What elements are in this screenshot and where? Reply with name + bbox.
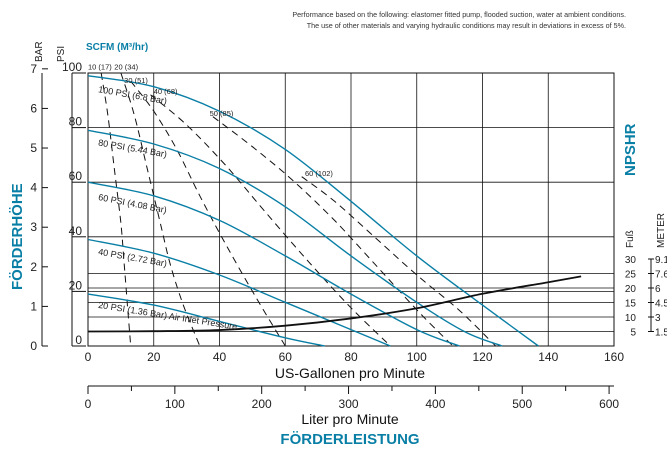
gpm-tick-label: 20 (147, 350, 161, 364)
bar-tick-label: 4 (30, 181, 37, 195)
bar-tick-label: 6 (30, 101, 37, 115)
gpm-tick-label: 120 (472, 350, 492, 364)
air-curve-label: 30 (51) (124, 76, 148, 85)
npshr-m-label: 3 (655, 313, 661, 324)
head-curve-label: 40 PSI (2.72 Bar) (98, 247, 168, 269)
lpm-tick-label: 200 (252, 397, 272, 411)
grid (87, 72, 615, 347)
gpm-tick-label: 60 (279, 350, 293, 364)
lpm-tick-label: 300 (339, 397, 359, 411)
head-curve (87, 129, 503, 347)
performance-note-line2: The use of other materials and varying h… (307, 21, 626, 30)
bar-tick-label: 2 (30, 260, 37, 274)
bar-tick-label: 7 (30, 62, 37, 76)
air-curve (212, 116, 454, 347)
foerderhoehe-label: FÖRDERHÖHE (9, 183, 26, 290)
psi-unit-label: PSI (56, 46, 67, 62)
head-curves (87, 75, 539, 347)
air-curve-label: 60 (102) (305, 169, 333, 178)
npshr-curve (87, 275, 582, 333)
npshr-ft-label: 5 (630, 328, 636, 339)
npshr-ft-label: 10 (625, 313, 637, 324)
bar-unit-label: BAR (34, 41, 45, 62)
bar-tick-label: 1 (30, 299, 37, 313)
bar-tick-label: 3 (30, 220, 37, 234)
npshr-m-label: 9.1 (655, 255, 667, 266)
lpm-tick-label: 500 (512, 397, 532, 411)
head-curve (87, 181, 460, 347)
head-curve-label: 80 PSI (5.44 Bar) (98, 137, 168, 159)
psi-tick-label: 80 (69, 115, 83, 129)
scfm-label: SCFM (M³/hr) (86, 42, 148, 53)
x-axis-lpm-title: Liter pro Minute (301, 411, 398, 427)
bar-tick-label: 0 (30, 339, 37, 353)
psi-tick-label: 20 (69, 278, 83, 292)
air-curve (100, 72, 132, 347)
lpm-tick-label: 400 (425, 397, 445, 411)
lpm-tick-label: 600 (599, 397, 619, 411)
psi-tick-label: 60 (69, 169, 83, 183)
air-curve-label: 10 (17) (88, 63, 112, 72)
plot-frame (87, 72, 615, 347)
gpm-tick-label: 80 (344, 350, 358, 364)
psi-tick-label: 0 (75, 333, 82, 347)
psi-tick-label: 40 (69, 224, 83, 238)
npshr-ft-label: 25 (625, 270, 637, 281)
npshr-m-label: 7.6 (655, 270, 667, 281)
gpm-tick-label: 140 (538, 350, 558, 364)
psi-tick-label: 100 (62, 60, 82, 74)
air-curve (130, 80, 286, 347)
bar-tick-label: 5 (30, 141, 37, 155)
npshr-m-label: 1.5 (655, 328, 667, 339)
x-axis-gpm-title: US-Gallonen pro Minute (275, 365, 425, 381)
npshr-ft-label: 15 (625, 299, 637, 310)
npshr-ft-label: 30 (625, 255, 637, 266)
gpm-tick-label: 100 (407, 350, 427, 364)
npshr-m-label: 6 (655, 284, 661, 295)
air-curve-label: 50 (85) (210, 109, 234, 118)
head-curve-label: 60 PSI (4.08 Bar) (97, 192, 167, 215)
npshr-ft-label: 20 (625, 284, 637, 295)
foerderleistung-label: FÖRDERLEISTUNG (280, 431, 419, 448)
head-curve (87, 238, 391, 347)
air-curve-label: 40 (68) (154, 87, 178, 96)
air-consumption-curves (100, 72, 497, 347)
head-curve-label: 20 PSI (1.36 Bar) Air Inlet Pressure (98, 300, 238, 332)
gpm-tick-label: 0 (85, 350, 92, 364)
lpm-tick-label: 100 (165, 397, 185, 411)
meter-label: METER (656, 213, 667, 248)
air-curve-label: 20 (34) (114, 63, 138, 72)
performance-note-line1: Performance based on the following: elas… (292, 10, 626, 19)
air-curve (120, 72, 201, 347)
npshr-label: NPSHR (622, 123, 639, 176)
air-curve (150, 94, 391, 347)
head-curve (87, 293, 325, 347)
fuss-label: Fuß (625, 230, 636, 248)
npshr-m-label: 4.5 (655, 299, 667, 310)
gpm-tick-label: 160 (604, 350, 624, 364)
air-curve (301, 176, 497, 347)
lpm-tick-label: 0 (85, 397, 92, 411)
gpm-tick-label: 40 (213, 350, 227, 364)
npshr-curve-group (87, 275, 582, 333)
head-curve (87, 75, 539, 347)
